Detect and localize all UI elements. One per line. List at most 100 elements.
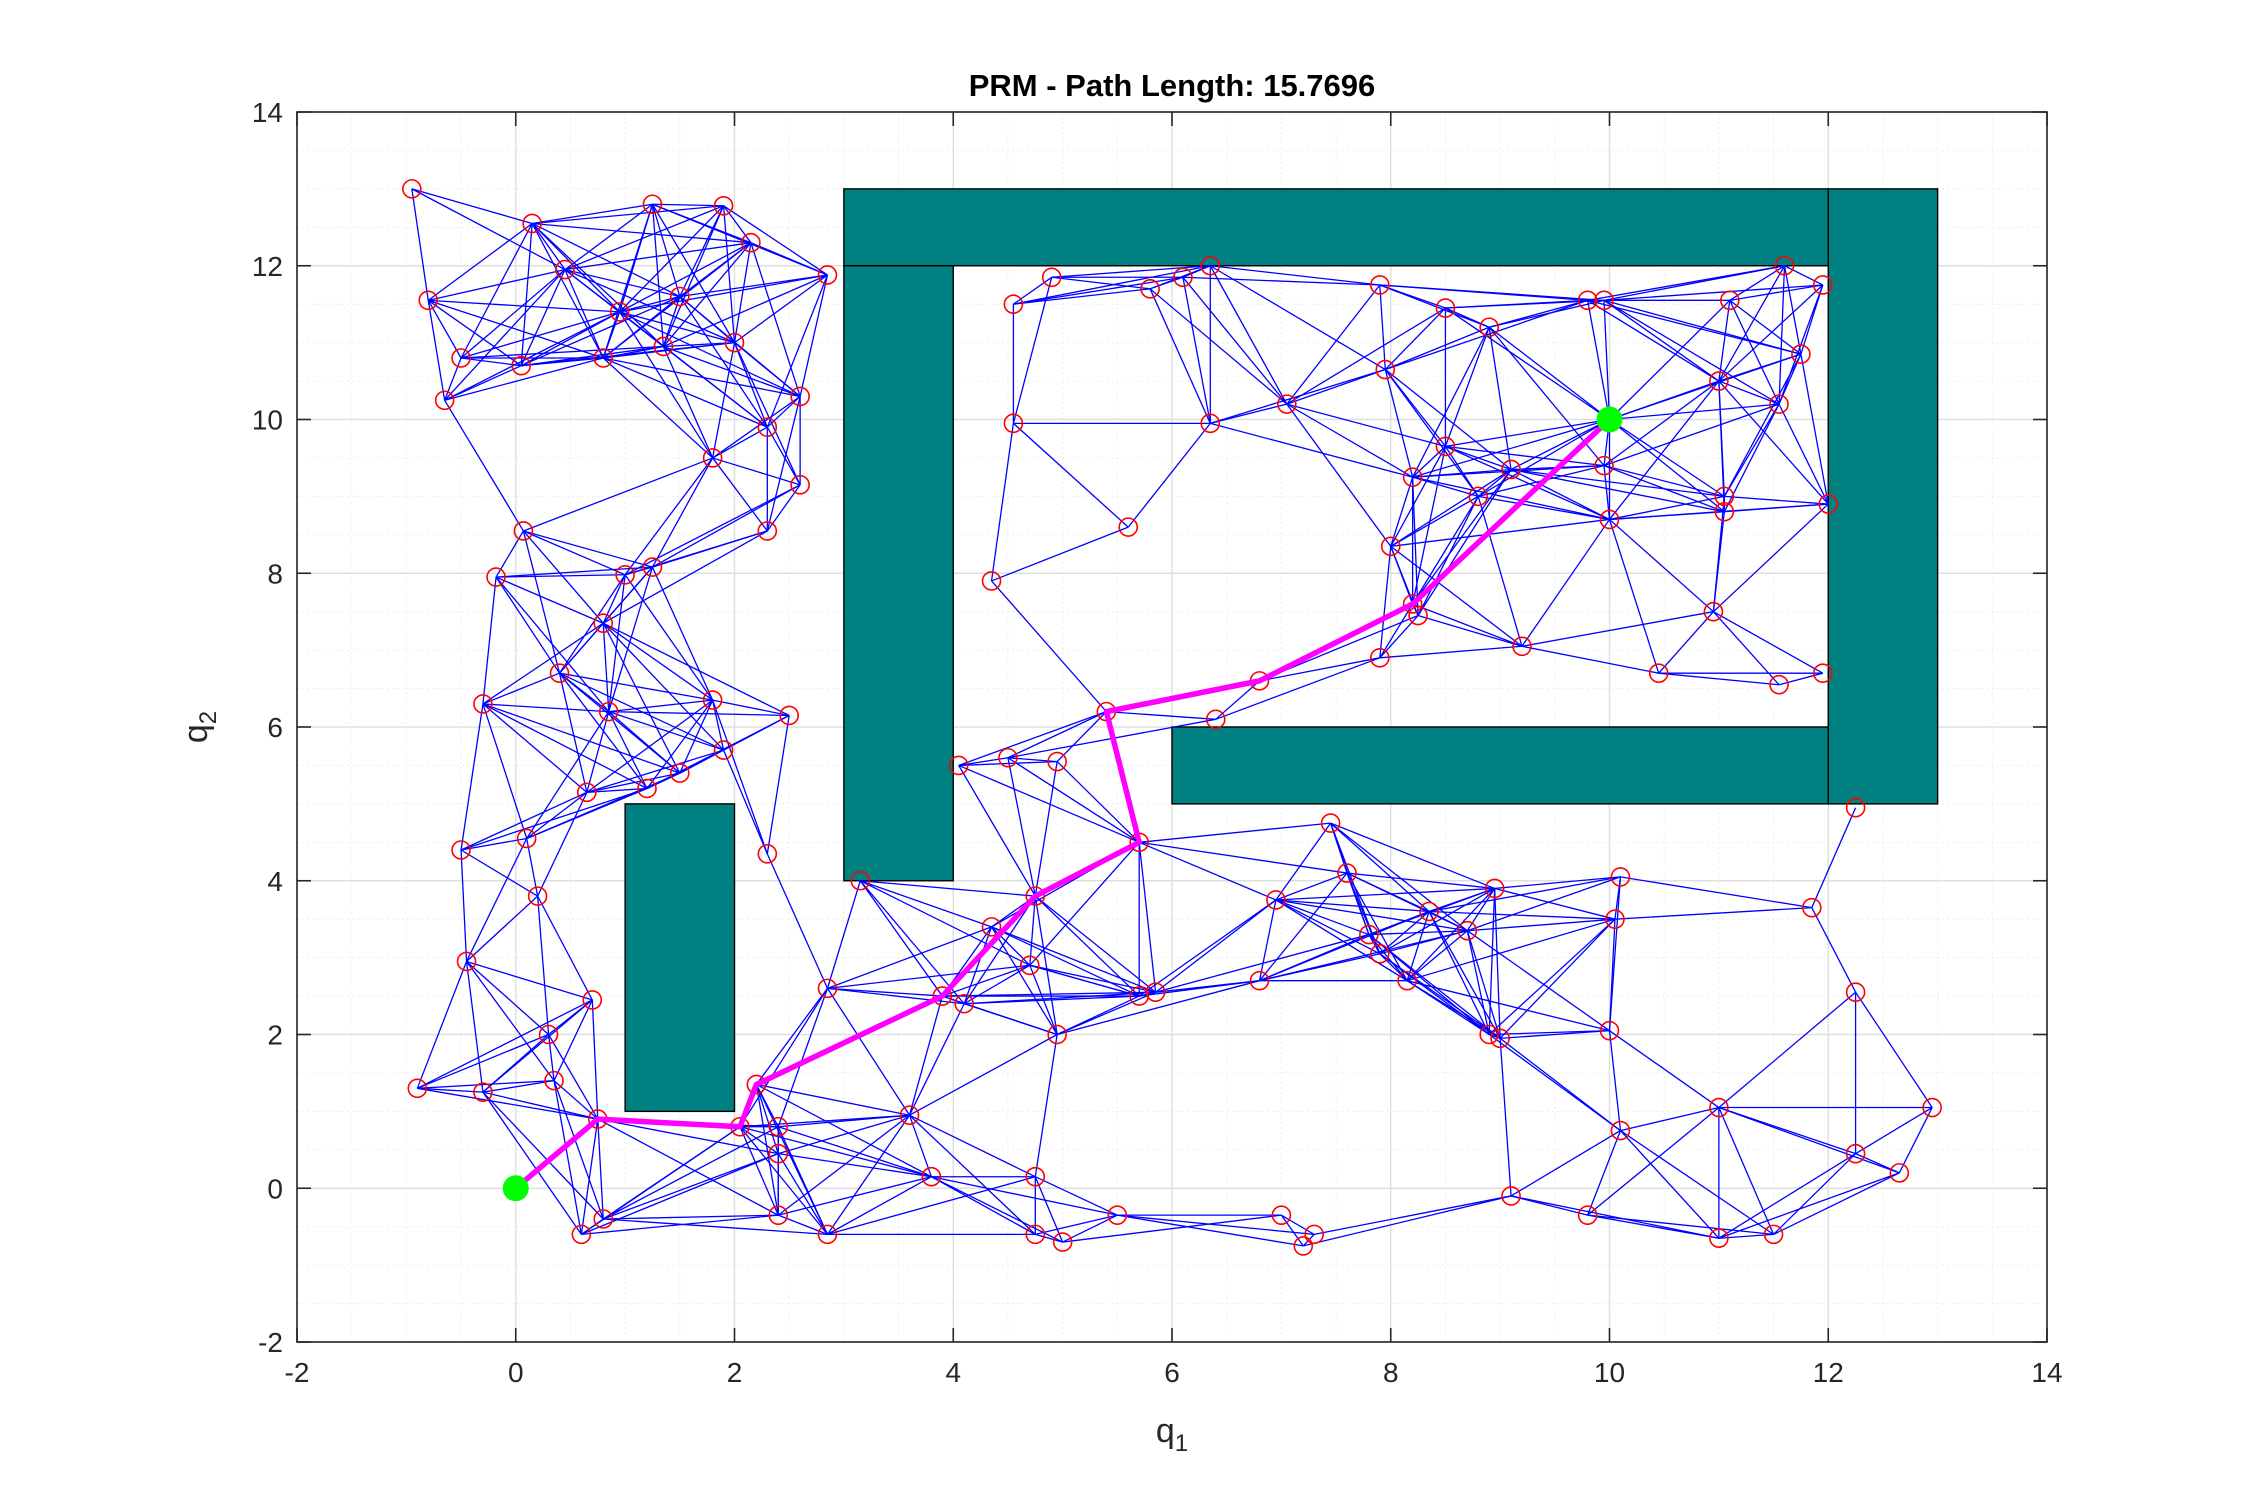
roadmap-edge — [778, 1176, 932, 1216]
roadmap-edge — [777, 1153, 829, 1235]
roadmap-edge — [1603, 299, 1802, 355]
roadmap-edge — [1412, 326, 1490, 478]
roadmap-node — [1402, 594, 1423, 614]
roadmap-node — [1720, 290, 1740, 311]
roadmap-edge — [460, 703, 484, 851]
roadmap-edge — [1384, 369, 1479, 497]
roadmap-edge — [1499, 1038, 1512, 1196]
roadmap-node — [1140, 279, 1160, 299]
roadmap-node — [1025, 1224, 1046, 1245]
roadmap-node — [516, 828, 537, 849]
roadmap-edge — [602, 295, 681, 359]
roadmap-edge — [1379, 887, 1495, 955]
roadmap-edge — [1390, 518, 1610, 547]
roadmap-edge — [1718, 265, 1786, 382]
roadmap-node — [790, 475, 810, 495]
roadmap-node — [1599, 1020, 1620, 1041]
roadmap-node — [593, 1209, 614, 1229]
roadmap-edge — [482, 1079, 555, 1093]
roadmap-edge — [1384, 369, 1512, 470]
roadmap-edge — [663, 274, 828, 348]
roadmap-edge — [602, 1126, 779, 1220]
roadmap-edge — [417, 1087, 483, 1093]
roadmap-node — [555, 259, 575, 280]
roadmap-edge — [1477, 496, 1523, 647]
roadmap-edge — [460, 837, 527, 851]
roadmap-edge — [733, 242, 752, 343]
roadmap-edge — [1412, 476, 1479, 497]
roadmap-edge — [1139, 841, 1348, 874]
roadmap-node — [817, 978, 838, 999]
roadmap-edge — [1773, 1153, 1857, 1235]
y-axis-label: q2 — [177, 711, 222, 743]
roadmap-node — [768, 1205, 789, 1225]
roadmap-edge — [602, 623, 610, 712]
roadmap-edge — [1286, 403, 1446, 448]
roadmap-edge — [651, 566, 714, 701]
start-goal-markers — [502, 406, 1623, 1202]
roadmap-edge — [1182, 265, 1211, 278]
roadmap-edge — [591, 999, 599, 1120]
roadmap-edge — [1445, 445, 1512, 471]
roadmap-edge — [1494, 876, 1621, 890]
roadmap-edge — [1712, 511, 1725, 612]
x-axis-label: q1 — [1156, 1412, 1188, 1457]
roadmap-edge — [1275, 899, 1430, 913]
roadmap-edge — [739, 1126, 828, 1235]
roadmap-node — [779, 705, 799, 726]
roadmap-edge — [1029, 965, 1058, 1035]
roadmap-edge — [1718, 300, 1731, 382]
roadmap-edge — [523, 530, 626, 576]
roadmap-node — [768, 1116, 789, 1137]
roadmap-node — [998, 747, 1018, 768]
roadmap-edge — [1609, 299, 1731, 420]
roadmap-edge — [417, 1087, 598, 1120]
roadmap-node — [713, 195, 734, 216]
roadmap-edge — [602, 357, 714, 459]
obstacle-rect — [1827, 188, 1939, 805]
roadmap-edge — [991, 526, 1129, 582]
roadmap-node — [702, 690, 723, 710]
roadmap-edge — [1138, 842, 1157, 993]
roadmap-node — [1714, 501, 1735, 522]
roadmap-edge — [602, 357, 768, 428]
roadmap-edge — [1510, 1195, 1720, 1239]
roadmap-edge — [662, 205, 725, 347]
roadmap-edge — [1609, 403, 1780, 421]
roadmap-edge — [444, 311, 620, 401]
roadmap-edge — [1406, 887, 1496, 982]
roadmap-edge — [652, 203, 724, 207]
roadmap-edge — [586, 772, 680, 793]
roadmap-edge — [1411, 477, 1419, 616]
roadmap-edge — [1275, 822, 1332, 901]
roadmap-edge — [1724, 495, 1829, 505]
roadmap-edge — [1155, 899, 1277, 993]
roadmap-edge — [1149, 288, 1211, 424]
roadmap-edge — [712, 699, 790, 717]
roadmap-edge — [1603, 299, 1780, 405]
roadmap-edge — [1379, 953, 1408, 982]
roadmap-edge — [733, 342, 768, 428]
roadmap-edge — [1406, 911, 1430, 981]
roadmap-edge — [662, 242, 752, 347]
roadmap-node — [1249, 970, 1270, 991]
roadmap-edge — [1619, 1130, 1720, 1239]
roadmap-node — [642, 557, 663, 577]
roadmap-edge — [465, 838, 528, 962]
roadmap-edge — [1603, 464, 1725, 498]
roadmap-edge — [1510, 418, 1610, 471]
roadmap-edge — [558, 574, 626, 674]
roadmap-node — [434, 390, 455, 411]
roadmap-node — [402, 179, 422, 199]
roadmap-edge — [619, 274, 828, 313]
x-axis-label-base: q — [1156, 1412, 1175, 1450]
roadmap-edge — [1609, 418, 1725, 497]
roadmap-edge — [564, 268, 680, 298]
roadmap-edge — [1346, 872, 1495, 890]
roadmap-node — [418, 290, 439, 311]
roadmap-edge — [1406, 930, 1468, 982]
roadmap-node — [1375, 359, 1396, 380]
roadmap-edge — [1608, 1030, 1622, 1131]
roadmap-edge — [1608, 876, 1622, 1031]
